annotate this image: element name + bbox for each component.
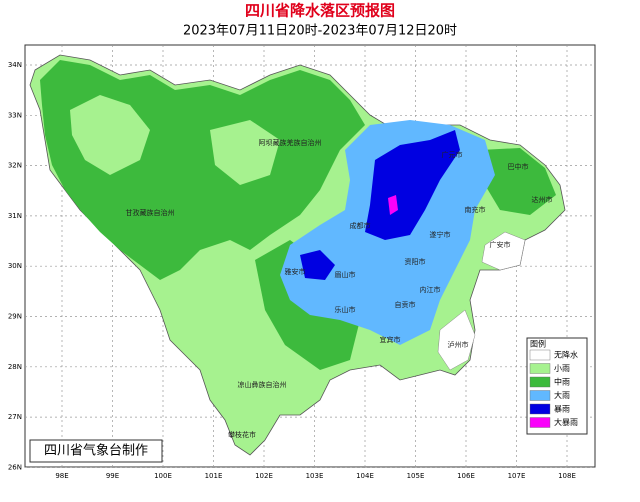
place-name: 凉山彝族自治州 bbox=[238, 380, 287, 389]
legend-swatch bbox=[529, 390, 551, 401]
place-name: 雅安市 bbox=[285, 267, 306, 276]
rainstorm-area bbox=[365, 130, 460, 240]
lon-label: 106E bbox=[457, 472, 475, 480]
lon-label: 108E bbox=[558, 472, 576, 480]
lon-label: 104E bbox=[356, 472, 374, 480]
place-name: 宜宾市 bbox=[380, 335, 401, 344]
moderate-rain-area bbox=[480, 148, 556, 215]
footer-box bbox=[29, 439, 163, 463]
lon-label: 101E bbox=[205, 472, 223, 480]
place-name: 达州市 bbox=[532, 195, 553, 204]
place-name: 眉山市 bbox=[335, 270, 356, 279]
no-rain-area bbox=[437, 309, 476, 371]
place-name: 遂宁市 bbox=[430, 230, 451, 239]
place-name: 广元市 bbox=[442, 150, 463, 159]
lon-label: 100E bbox=[154, 472, 172, 480]
lat-label: 30N bbox=[8, 262, 22, 270]
footer: 四川省气象台制作 bbox=[44, 443, 148, 459]
lon-label: 102E bbox=[255, 472, 273, 480]
place-name: 阿坝藏族羌族自治州 bbox=[259, 138, 322, 147]
legend-label: 大暴雨 bbox=[554, 417, 578, 427]
light-rain-area bbox=[70, 95, 150, 175]
subtitle: 2023年07月11日20时-2023年07月12日20时 bbox=[183, 24, 457, 39]
title: 四川省降水落区预报图 bbox=[245, 2, 395, 20]
legend-swatch bbox=[529, 403, 551, 415]
legend-swatch bbox=[529, 349, 551, 361]
legend-label: 无降水 bbox=[554, 350, 578, 360]
place-name: 内江市 bbox=[420, 285, 441, 294]
lat-label: 32N bbox=[8, 162, 22, 170]
legend-swatch bbox=[529, 417, 551, 428]
place-name: 南充市 bbox=[465, 205, 486, 214]
lon-label: 99E bbox=[106, 472, 119, 480]
map-labels: 34N 33N 32N 31N 30N 29N 28N 27N 26N 98E 99E 100E 101… bbox=[8, 61, 576, 480]
lat-label: 26N bbox=[8, 463, 22, 471]
lat-label: 34N bbox=[8, 61, 22, 69]
lat-label: 27N bbox=[8, 413, 22, 421]
place-name: 甘孜藏族自治州 bbox=[126, 208, 175, 217]
legend-swatch bbox=[529, 376, 551, 388]
place-name: 攀枝花市 bbox=[228, 430, 256, 439]
place-name: 成都市 bbox=[350, 221, 371, 230]
legend-title: 图例 bbox=[530, 339, 546, 349]
place-name: 资阳市 bbox=[405, 257, 426, 266]
lat-label: 28N bbox=[8, 363, 22, 371]
place-name: 乐山市 bbox=[335, 305, 356, 314]
legend-label: 中雨 bbox=[554, 377, 570, 387]
place-name: 巴中市 bbox=[508, 162, 529, 171]
torrential-rain-area bbox=[388, 195, 398, 215]
lat-label: 33N bbox=[8, 111, 22, 119]
no-rain-area bbox=[481, 231, 526, 271]
province bbox=[29, 54, 566, 456]
legend-label: 大雨 bbox=[554, 390, 570, 400]
legend-label: 小雨 bbox=[554, 364, 570, 373]
lon-label: 103E bbox=[306, 472, 324, 480]
place-name: 泸州市 bbox=[448, 340, 469, 349]
place-name: 自贡市 bbox=[395, 300, 416, 309]
light-rain-area bbox=[210, 120, 280, 185]
rainstorm-area bbox=[300, 250, 335, 280]
lon-label: 105E bbox=[407, 472, 425, 480]
legend-swatch bbox=[529, 363, 551, 374]
lon-label: 107E bbox=[508, 472, 526, 480]
legend-label: 暴雨 bbox=[554, 405, 570, 414]
lon-label: 98E bbox=[55, 472, 68, 480]
place-name: 广安市 bbox=[490, 240, 511, 249]
lat-label: 29N bbox=[8, 313, 22, 321]
lat-label: 31N bbox=[8, 212, 22, 220]
